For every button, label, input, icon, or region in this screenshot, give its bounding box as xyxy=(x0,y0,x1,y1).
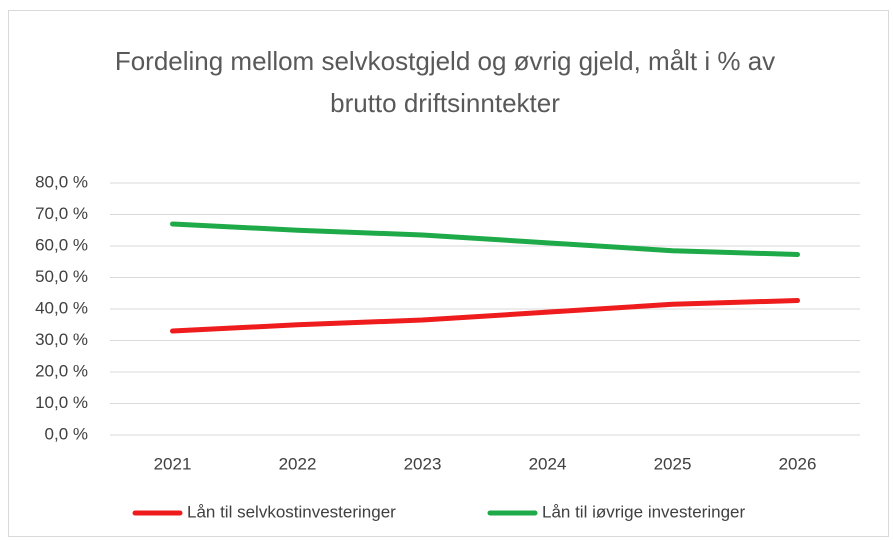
x-tick-label: 2026 xyxy=(779,454,817,473)
y-tick-label: 60,0 % xyxy=(35,235,88,254)
x-tick-label: 2021 xyxy=(154,454,192,473)
legend-label: Lån til iøvrige investeringer xyxy=(542,502,745,521)
x-tick-label: 2025 xyxy=(654,454,692,473)
chart-title: Fordeling mellom selvkostgjeld og øvrig … xyxy=(114,46,776,118)
series-line xyxy=(170,297,800,334)
chart-border xyxy=(8,10,889,537)
y-tick-label: 50,0 % xyxy=(35,267,88,286)
y-tick-label: 80,0 % xyxy=(35,172,88,191)
y-tick-label: 70,0 % xyxy=(35,204,88,223)
x-tick-label: 2023 xyxy=(404,454,442,473)
y-tick-label: 20,0 % xyxy=(35,361,88,380)
y-tick-label: 30,0 % xyxy=(35,330,88,349)
y-tick-label: 10,0 % xyxy=(35,393,88,412)
x-tick-label: 2022 xyxy=(279,454,317,473)
series-line xyxy=(170,221,800,258)
legend-label: Lån til selvkostinvesteringer xyxy=(187,502,396,521)
y-tick-label: 40,0 % xyxy=(35,298,88,317)
x-tick-label: 2024 xyxy=(529,454,567,473)
y-tick-label: 0,0 % xyxy=(45,424,88,443)
